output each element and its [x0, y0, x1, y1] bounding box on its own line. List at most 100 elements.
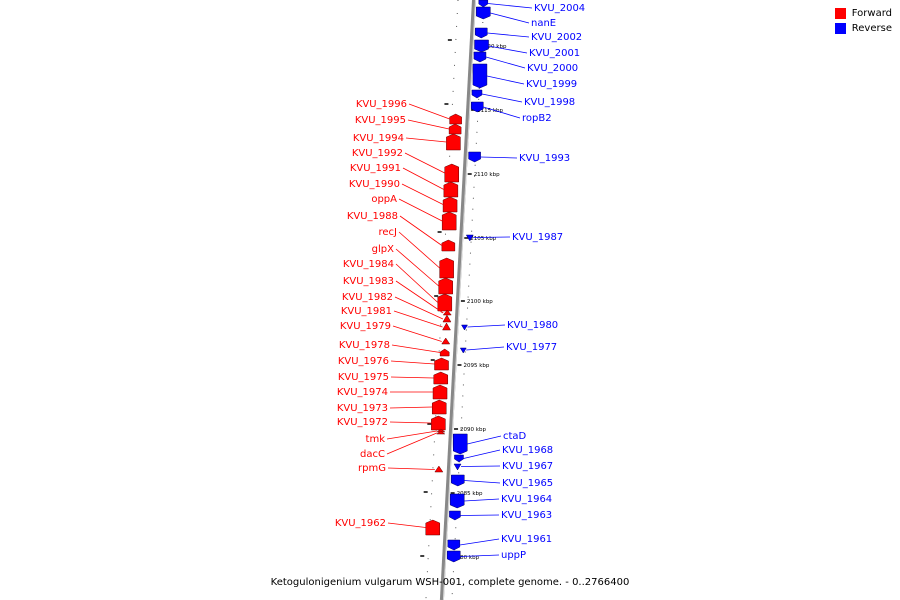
forward-gene-label: KVU_1995	[355, 115, 406, 126]
reverse-gene-block	[453, 463, 462, 471]
forward-gene-block	[439, 348, 450, 357]
reverse-gene-block	[468, 151, 481, 163]
reverse-gene-label: ropB2	[522, 113, 552, 124]
legend-forward-label: Forward	[851, 8, 892, 19]
forward-gene-block	[448, 123, 462, 135]
reverse-gene-leader	[473, 236, 511, 238]
reverse-gene-leader	[460, 554, 500, 557]
forward-gene-block	[441, 239, 456, 252]
reverse-gene-block	[476, 6, 491, 20]
forward-gene-leader	[389, 406, 433, 409]
forward-gene-leader	[399, 215, 443, 246]
forward-gene-block	[439, 257, 454, 279]
forward-gene-leader	[389, 421, 432, 424]
forward-gene-block	[432, 384, 448, 400]
forward-gene-label: KVU_1991	[350, 163, 401, 174]
forward-gene-block	[441, 337, 451, 345]
reverse-gene-block	[452, 433, 468, 455]
forward-gene-label: KVU_1976	[338, 356, 389, 367]
legend-reverse: Reverse	[834, 23, 892, 34]
legend: Forward Reverse	[834, 8, 892, 38]
forward-swatch-icon	[834, 8, 846, 19]
reverse-gene-leader	[485, 56, 526, 69]
reverse-gene-label: KVU_1987	[512, 232, 563, 243]
forward-gene-leader	[387, 467, 435, 470]
tick-label: 2105 kbp	[470, 236, 496, 242]
reverse-gene-leader	[467, 435, 502, 445]
forward-gene-leader	[392, 325, 442, 342]
reverse-gene-block	[454, 454, 464, 463]
reverse-gene-label: KVU_1965	[502, 478, 553, 489]
forward-gene-label: KVU_1972	[337, 417, 388, 428]
forward-gene-label: oppA	[371, 194, 397, 205]
forward-gene-label: rpmG	[358, 463, 386, 474]
forward-gene-block	[442, 309, 452, 316]
forward-gene-leader	[407, 119, 450, 130]
tick-label: 2110 kbp	[474, 172, 500, 178]
forward-gene-block	[437, 293, 453, 312]
forward-gene-label: KVU_1962	[335, 518, 386, 529]
forward-gene-block	[431, 415, 446, 431]
reverse-gene-leader	[490, 12, 530, 24]
forward-gene-label: KVU_1990	[349, 179, 400, 190]
map-caption: Ketogulonigenium vulgarum WSH-001, compl…	[270, 577, 630, 588]
reverse-gene-block	[446, 550, 461, 563]
forward-gene-block	[443, 181, 459, 198]
reverse-gene-leader	[488, 45, 528, 54]
reverse-gene-label: KVU_2001	[529, 48, 580, 59]
reverse-gene-leader	[466, 346, 505, 351]
forward-gene-label: KVU_1984	[343, 259, 394, 270]
forward-gene-label: dacC	[360, 449, 385, 460]
forward-gene-block	[434, 465, 444, 473]
forward-gene-leader	[391, 344, 441, 353]
forward-gene-label: KVU_1992	[352, 148, 403, 159]
forward-gene-label: KVU_1981	[341, 306, 392, 317]
forward-gene-label: KVU_1979	[340, 321, 391, 332]
forward-gene-label: KVU_1996	[356, 99, 407, 110]
reverse-gene-block	[478, 0, 489, 8]
reverse-gene-leader	[486, 75, 525, 85]
reverse-gene-leader	[460, 514, 500, 516]
reverse-gene-label: KVU_1980	[507, 320, 558, 331]
reverse-gene-leader	[464, 498, 500, 502]
forward-gene-label: KVU_1982	[342, 292, 393, 303]
forward-gene-block	[446, 133, 461, 151]
reverse-gene-block	[451, 474, 465, 487]
forward-gene-leader	[405, 137, 447, 143]
forward-gene-leader	[386, 430, 438, 440]
reverse-gene-leader	[483, 106, 521, 119]
forward-gene-leader	[402, 167, 445, 190]
reverse-gene-block	[465, 234, 474, 242]
reverse-gene-leader	[464, 480, 501, 484]
reverse-gene-label: KVU_1993	[519, 153, 570, 164]
forward-gene-leader	[390, 376, 434, 379]
forward-gene-leader	[390, 360, 435, 365]
tick-label: 2080 kbp	[453, 555, 479, 561]
legend-forward: Forward	[834, 8, 892, 19]
forward-gene-label: KVU_1978	[339, 340, 390, 351]
forward-gene-label: KVU_1974	[337, 387, 388, 398]
forward-gene-label: KVU_1983	[343, 276, 394, 287]
tick-label: 2090 kbp	[460, 427, 486, 433]
forward-gene-leader	[393, 310, 443, 328]
forward-gene-block	[442, 314, 452, 323]
reverse-gene-leader	[459, 538, 500, 546]
reverse-gene-label: KVU_1999	[526, 79, 577, 90]
reverse-gene-label: KVU_2004	[534, 3, 585, 14]
forward-gene-block	[438, 277, 453, 295]
reverse-gene-block	[472, 63, 488, 89]
forward-gene-block	[441, 211, 457, 231]
reverse-gene-label: nanE	[531, 18, 556, 29]
reverse-gene-block	[474, 27, 488, 39]
genome-axis-highlight	[442, 0, 476, 600]
reverse-gene-block	[473, 51, 487, 63]
forward-gene-leader	[387, 522, 426, 528]
reverse-gene-leader	[481, 93, 523, 103]
forward-gene-leader	[395, 248, 439, 287]
forward-gene-label: KVU_1973	[337, 403, 388, 414]
tick-label: 2085 kbp	[457, 491, 483, 497]
reverse-gene-leader	[480, 156, 518, 159]
forward-gene-block	[433, 371, 449, 385]
forward-gene-block	[442, 196, 458, 213]
reverse-gene-label: KVU_1964	[501, 494, 552, 505]
